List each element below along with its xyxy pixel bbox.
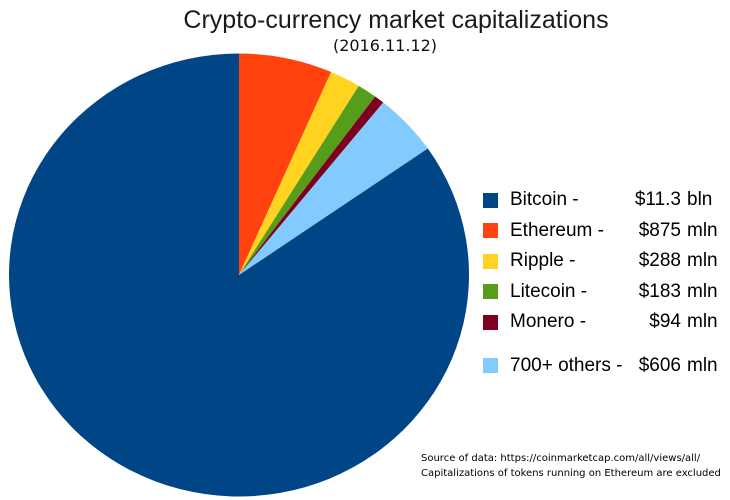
source-note: Source of data: https://coinmarketcap.co… [421,451,721,481]
legend-label: 700+ others - [510,354,623,376]
legend-swatch-others [483,358,498,374]
source-note-line2: Capitalizations of tokens running on Eth… [421,468,721,479]
legend-swatch-litecoin [483,284,498,300]
legend-value: $183 [638,280,681,302]
pie-slice-ethereum [239,53,332,275]
legend-unit: mln [687,219,718,241]
legend-label: Ripple - [510,250,576,272]
legend-item-litecoin: Litecoin - $183 mln [483,277,719,308]
legend-label: Ethereum - [510,219,604,241]
legend-label: Monero - [510,311,587,333]
source-note-line1: Source of data: https://coinmarketcap.co… [421,453,701,464]
legend-label: Litecoin - [510,280,588,302]
legend-swatch-ripple [483,253,498,269]
legend-swatch-ethereum [483,223,498,239]
legend-swatch-monero [483,314,498,330]
legend-value: $288 [638,250,681,272]
legend-swatch-bitcoin [483,192,498,208]
legend-unit: mln [687,250,718,272]
legend-unit: mln [687,280,718,302]
legend-item-monero: Monero - $94 mln [483,307,719,338]
legend-value: $875 [638,219,681,241]
legend-unit: mln [687,354,718,376]
legend-item-ethereum: Ethereum - $875 mln [483,216,719,247]
legend-label: Bitcoin - [510,189,579,211]
chart-title: Crypto-currency market capitalizations [183,6,609,34]
chart-subtitle: (2016.11.12) [332,36,438,55]
legend-value: $94 [649,311,681,333]
legend-value: $11.3 [634,189,681,211]
pie-slice-700-others [239,102,428,275]
legend-item-others: 700+ others - $606 mln [483,351,719,382]
pie-slice-litecoin [239,85,376,275]
legend-unit: mln [687,311,718,333]
legend-unit: bln [687,189,713,211]
pie-slice-monero [239,96,384,275]
legend: Bitcoin - $11.3 bln Ethereum - $875 mln … [483,185,719,381]
legend-item-ripple: Ripple - $288 mln [483,246,719,277]
legend-value: $606 [638,354,681,376]
pie-slice-ripple [239,72,359,275]
legend-item-bitcoin: Bitcoin - $11.3 bln [483,185,719,216]
pie-slice-bitcoin [9,53,470,497]
